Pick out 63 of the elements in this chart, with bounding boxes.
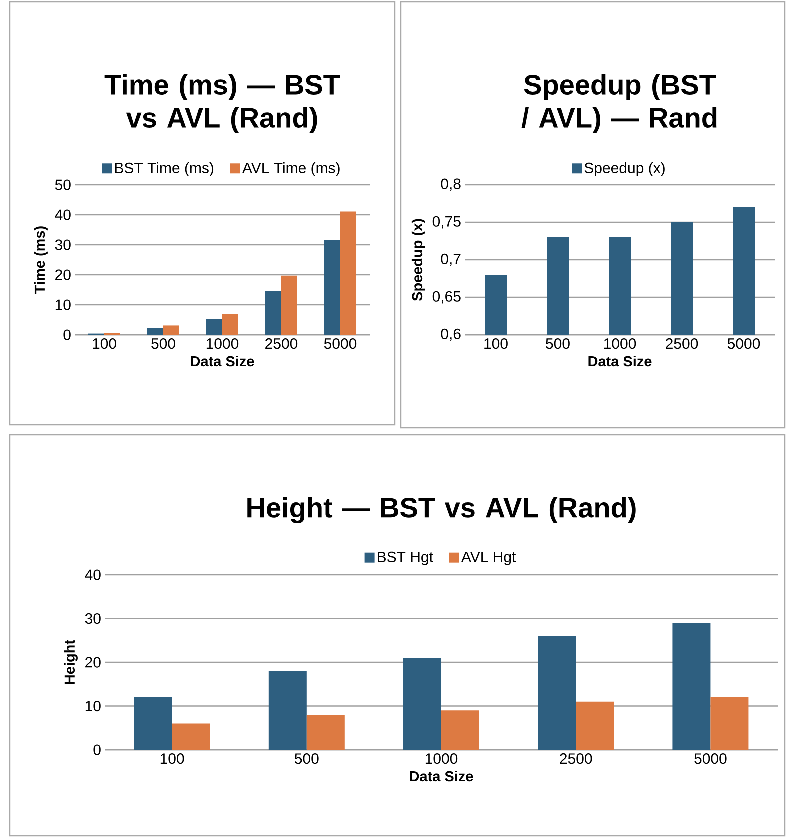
y-tick-label: 50 [55,180,71,190]
x-tick-label: 1000 [206,338,239,350]
y-tick-label: 0,8 [441,178,461,192]
y-tick-label: 20 [86,657,101,668]
bar [538,636,576,750]
bar [148,328,164,336]
x-tick-label: 500 [294,754,319,764]
x-tick-label: 2500 [266,338,298,350]
legend-label: BST Hgt [378,552,434,566]
x-axis-title: Data Size [191,356,254,367]
x-tick-label: 2500 [560,754,592,764]
legend-label: AVL Time (ms) [242,162,340,176]
y-axis-title: Height [64,640,78,684]
y-axis-title: Time (ms) [34,226,48,294]
x-tick-label: 100 [93,338,116,350]
bar [672,623,711,750]
y-tick-label: 40 [85,570,101,580]
y-tick-label: 0 [64,330,71,340]
bar [404,658,442,750]
y-tick-label: 30 [85,613,101,624]
y-tick-label: 30 [55,240,71,250]
x-tick-label: 1000 [604,338,636,350]
legend-label: Speedup (x) [584,162,665,176]
x-tick-label: 5000 [694,754,727,764]
x-tick-label: 1000 [426,754,458,764]
chart-title: Height — BST vs AVL (Rand) [248,497,636,524]
x-tick-label: 500 [152,338,176,350]
y-tick-label: 20 [56,270,71,280]
legend-label: BST Time (ms) [115,162,214,176]
bar [710,698,749,750]
bar [172,724,210,750]
bar [340,212,357,336]
y-tick-label: 0,65 [432,291,461,304]
bar [266,291,282,336]
y-tick-label: 0,75 [432,216,461,229]
bar [576,702,614,750]
y-tick-label: 0,7 [441,254,461,266]
x-axis-title: Data Size [410,770,474,782]
legend-label: AVL Hgt [461,552,516,566]
x-tick-label: 5000 [324,338,357,350]
bar [324,240,340,336]
x-tick-label: 5000 [728,338,760,350]
y-tick-label: 10 [86,700,101,712]
x-tick-label: 100 [484,338,508,350]
y-axis-title: Speedup (x) [412,219,426,302]
chart-title: Speedup (BST / AVL) — Rand [522,74,717,134]
bar [164,326,180,336]
chart-title: Time (ms) — BST vs AVL (Rand) [104,74,340,134]
bar [134,698,172,750]
x-tick-label: 500 [546,338,570,350]
y-tick-label: 40 [55,210,71,220]
bar [442,710,480,750]
x-tick-label: 100 [160,754,184,764]
x-axis-title: Data Size [588,356,652,367]
bar [268,671,307,750]
y-tick-label: 10 [56,300,71,310]
bar [222,314,238,336]
bar [206,319,222,336]
y-tick-label: 0 [94,744,101,756]
bar [306,715,345,750]
y-tick-label: 0,6 [441,328,461,342]
x-tick-label: 2500 [666,338,698,350]
bar [282,276,298,336]
